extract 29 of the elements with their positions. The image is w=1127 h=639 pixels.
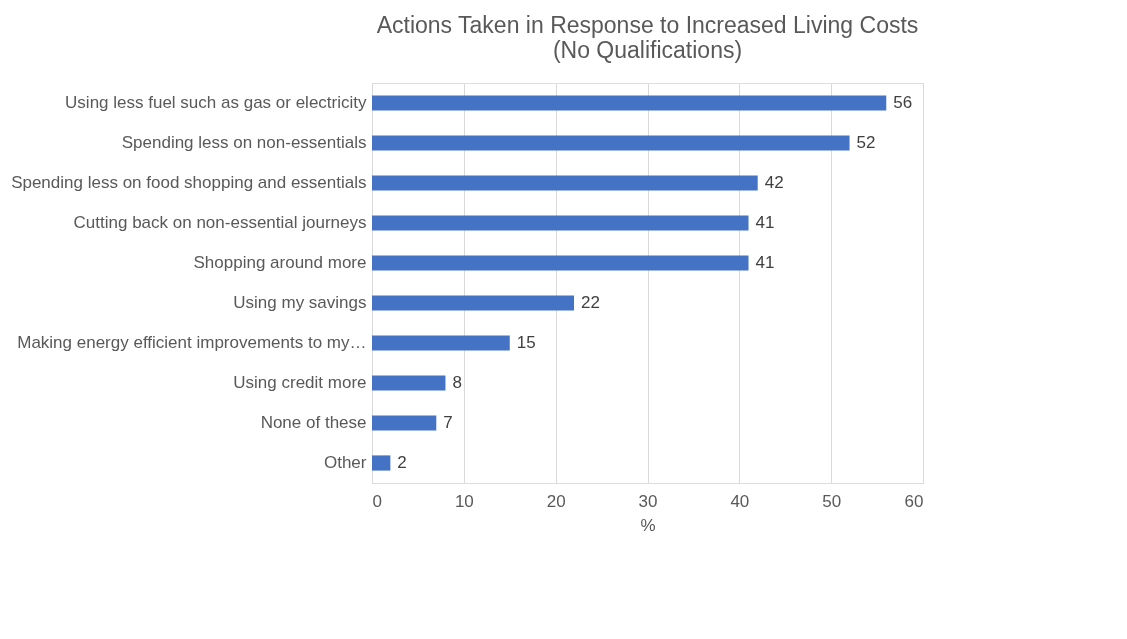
data-label: 41 [755, 213, 775, 232]
x-tick-label: 50 [822, 491, 842, 511]
y-tick-label: Using less fuel such as gas or electricity [65, 93, 367, 112]
y-tick-label: Spending less on non-essentials [121, 133, 367, 152]
y-tick-label: Using my savings [233, 293, 367, 312]
data-label: 7 [443, 413, 453, 432]
chart-title: Actions Taken in Response to Increased Living Costs (No Qualifications) [376, 12, 919, 63]
y-tick-label: Making energy efficient improvements to my… [17, 333, 367, 352]
y-tick-label: Using credit more [233, 373, 367, 392]
x-axis-title: % [640, 515, 656, 535]
y-tick-label: Shopping around more [193, 253, 367, 272]
x-tick-label: 40 [730, 491, 750, 511]
data-label: 52 [856, 133, 876, 152]
y-tick-label: Cutting back on non-essential journeys [73, 213, 367, 232]
x-tick-label: 20 [546, 491, 566, 511]
x-tick-label: 10 [454, 491, 474, 511]
y-tick-label: None of these [260, 413, 367, 432]
x-tick-label: 30 [638, 491, 658, 511]
data-label: 15 [516, 333, 536, 352]
y-tick-label: Spending less on food shopping and essentials [11, 173, 367, 192]
data-label: 22 [581, 293, 600, 312]
data-label: 56 [893, 93, 913, 112]
y-tick-label: Other [323, 453, 367, 472]
data-label: 41 [755, 253, 775, 272]
data-label: 42 [764, 173, 784, 192]
x-tick-label: 60 [904, 491, 924, 511]
x-tick-label: 0 [372, 491, 382, 511]
data-label: 8 [452, 373, 462, 392]
data-label: 2 [397, 453, 407, 472]
